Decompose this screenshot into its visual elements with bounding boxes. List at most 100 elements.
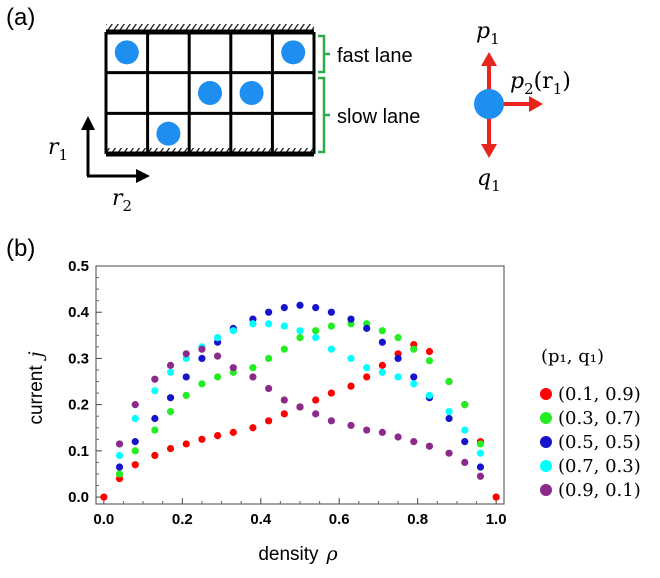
- data-point: [425, 347, 434, 356]
- y-tick-label: 0.0: [68, 489, 89, 506]
- legend-entry: (0.1, 0.9): [558, 384, 641, 405]
- data-point: [445, 414, 453, 423]
- data-point: [115, 463, 124, 471]
- data-point: [394, 433, 402, 441]
- data-point: [296, 403, 304, 411]
- data-point: [347, 315, 355, 323]
- data-point: [166, 368, 175, 376]
- particles: [114, 40, 306, 146]
- data-point: [249, 364, 257, 372]
- data-point: [378, 368, 386, 376]
- data-point: [347, 354, 355, 363]
- data-point: [296, 334, 304, 342]
- x-tick-label: 1.0: [486, 511, 507, 528]
- slow-lane-bracket: [318, 76, 330, 154]
- data-point: [265, 320, 273, 328]
- data-point: [100, 493, 108, 501]
- data-point: [265, 354, 273, 363]
- data-point: [229, 364, 237, 372]
- x-tick-label: 0.8: [407, 511, 428, 528]
- data-point: [182, 391, 190, 399]
- data-point: [151, 414, 159, 423]
- rate-right-label: p2(r1): [510, 69, 571, 98]
- data-point: [476, 463, 485, 471]
- lattice-particle: [281, 40, 306, 65]
- legend-entry: (0.7, 0.3): [558, 456, 641, 477]
- data-point: [131, 461, 139, 469]
- y-tick-label: 0.2: [68, 397, 89, 414]
- data-point: [347, 421, 355, 430]
- lattice-axes: r1 r2: [48, 116, 150, 215]
- particle-icon: [474, 89, 504, 119]
- fast-lane-label: fast lane: [337, 45, 413, 67]
- data-point: [198, 435, 206, 443]
- data-point: [280, 322, 288, 330]
- data-point: [131, 401, 139, 409]
- lattice-diagram: [104, 24, 316, 157]
- data-point: [131, 447, 139, 455]
- data-point: [229, 327, 237, 335]
- data-point: [296, 327, 304, 335]
- data-point: [265, 384, 273, 393]
- data-point: [249, 320, 257, 328]
- data-point: [363, 324, 371, 332]
- data-point: [378, 338, 386, 346]
- data-point: [425, 442, 434, 450]
- data-point: [280, 345, 288, 353]
- data-point: [166, 394, 175, 402]
- data-point: [182, 373, 190, 381]
- data-point: [461, 426, 469, 434]
- data-point: [265, 417, 273, 425]
- series-5: [115, 345, 485, 480]
- lattice-particle: [198, 81, 222, 106]
- data-point: [461, 438, 469, 446]
- rate-up-label: p1: [476, 19, 500, 48]
- y-tick-label: 0.4: [68, 304, 90, 321]
- r2-arrowhead-icon: [136, 169, 150, 183]
- fast-lane-bracket: [318, 34, 330, 74]
- data-point: [280, 303, 288, 312]
- data-point: [198, 354, 206, 363]
- data-point: [378, 361, 386, 369]
- x-tick-label: 0.6: [329, 511, 350, 528]
- legend-swatch: [540, 436, 552, 448]
- legend-swatch: [540, 460, 552, 472]
- lattice-particle: [239, 81, 264, 106]
- x-tick-label: 0.0: [93, 511, 114, 528]
- data-point: [476, 440, 485, 448]
- data-point: [151, 451, 159, 460]
- data-point: [312, 303, 320, 312]
- data-point: [312, 327, 320, 335]
- current-density-chart: 0.0 0.2 0.4 0.6 0.8 1.0 0.0 0.1 0.2 0.3 0.4 0.5 den…: [25, 258, 507, 565]
- data-point: [327, 322, 335, 330]
- hopping-rates-diagram: p1 p2(r1) q1: [474, 19, 571, 195]
- data-point: [115, 451, 124, 460]
- data-point: [312, 334, 320, 342]
- y-tick-label: 0.3: [68, 350, 89, 367]
- data-point: [249, 424, 257, 432]
- data-point: [363, 364, 371, 372]
- lattice-particle: [114, 40, 139, 65]
- data-point: [363, 426, 371, 434]
- data-point: [214, 352, 222, 360]
- top-wall-hatch: [106, 24, 314, 32]
- data-point: [280, 396, 288, 404]
- rate-down-label: q1: [477, 166, 501, 195]
- r1-label: r1: [48, 135, 68, 164]
- data-point: [445, 449, 453, 457]
- data-point: [327, 345, 335, 353]
- legend-entry: (0.3, 0.7): [558, 408, 641, 429]
- legend-title: (p₁, q₁): [541, 346, 604, 367]
- data-point: [166, 444, 175, 453]
- data-point: [115, 470, 124, 478]
- data-point: [214, 334, 222, 342]
- y-axis-title: currentj: [25, 351, 47, 424]
- lattice-particle: [156, 121, 181, 146]
- data-point: [182, 350, 190, 358]
- data-point: [312, 410, 320, 418]
- data-point: [249, 373, 257, 381]
- data-point: [296, 301, 304, 309]
- data-point: [445, 377, 453, 386]
- legend-swatch: [540, 388, 552, 400]
